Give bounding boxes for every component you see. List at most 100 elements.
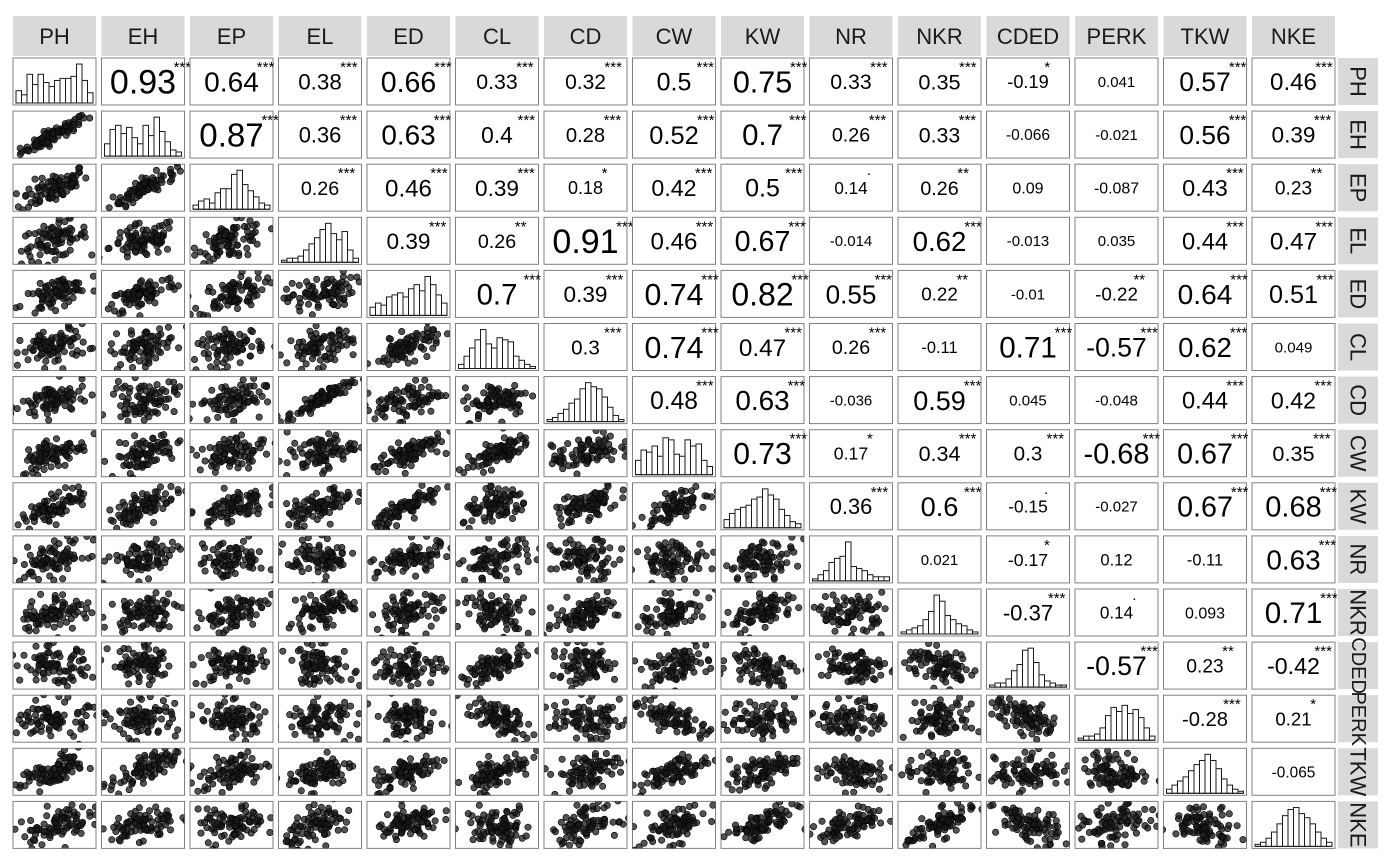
- scatter-point: [487, 387, 495, 395]
- scatter-point: [154, 342, 162, 350]
- scatter-point: [327, 390, 335, 398]
- row-label-nkr: NKR: [1346, 589, 1371, 635]
- scatter-point: [44, 246, 52, 254]
- correlation-value: 0.62: [1178, 332, 1232, 363]
- scatter-point: [163, 598, 171, 606]
- correlation-value: -0.57: [1086, 333, 1146, 363]
- histogram-bar: [723, 519, 730, 529]
- scatter-point: [226, 462, 234, 470]
- row-label-ed: ED: [1346, 279, 1371, 310]
- scatter-point: [320, 503, 328, 511]
- scatter-cell-cl-ed: [366, 323, 451, 371]
- scatter-point: [419, 450, 427, 458]
- scatter-point: [632, 566, 635, 574]
- scatter-point: [482, 603, 490, 611]
- scatter-point: [126, 234, 134, 242]
- histogram-bar: [469, 347, 476, 369]
- scatter-cell-nr-cl: [455, 535, 539, 584]
- scatter-point: [204, 252, 212, 260]
- scatter-point: [382, 467, 390, 475]
- scatter-point: [135, 578, 143, 583]
- scatter-point: [443, 330, 450, 338]
- scatter-point: [435, 599, 443, 607]
- scatter-point: [326, 548, 334, 556]
- scatter-point: [217, 242, 225, 250]
- scatter-point: [119, 309, 127, 317]
- scatter-point: [66, 246, 74, 254]
- significance-stars: ***: [340, 59, 358, 76]
- correlation-value: 0.67: [1177, 492, 1233, 524]
- histogram-bar: [59, 77, 66, 104]
- scatter-point: [562, 539, 570, 547]
- significance-stars: ***: [1319, 537, 1337, 554]
- scatter-cell-cw-eh: [101, 429, 185, 478]
- scatter-point: [768, 566, 776, 574]
- scatter-point: [291, 511, 299, 519]
- scatter-point: [417, 343, 425, 351]
- scatter-point: [31, 309, 39, 317]
- correlation-value: 0.26: [832, 125, 870, 147]
- scatter-point: [583, 601, 591, 609]
- correlation-value: -0.021: [1095, 127, 1138, 144]
- scatter-point: [72, 351, 80, 359]
- scatter-point: [80, 114, 88, 122]
- scatter-point: [414, 499, 422, 507]
- scatter-point: [431, 606, 439, 614]
- correlation-cell-ed-cd: 0.39***: [543, 269, 628, 318]
- scatter-point: [131, 376, 139, 382]
- scatter-point: [18, 260, 25, 265]
- scatter-point: [267, 566, 273, 574]
- scatter-points: [553, 482, 627, 530]
- correlation-cell-cl-nr: 0.26***: [809, 323, 893, 371]
- scatter-point: [316, 455, 324, 463]
- correlation-value: 0.52: [649, 122, 698, 150]
- row-label-tkw: TKW: [1346, 747, 1371, 796]
- correlation-cell-cd-nke: 0.42***: [1251, 376, 1336, 425]
- scatter-point: [278, 548, 283, 556]
- scatter-point: [240, 223, 248, 231]
- significance-stars: *: [1044, 59, 1050, 76]
- significance-stars: ***: [1226, 218, 1244, 235]
- scatter-point: [51, 608, 59, 616]
- histogram-bar: [391, 294, 398, 316]
- scatter-point: [342, 327, 350, 335]
- scatter-point: [432, 614, 440, 622]
- scatter-point: [756, 553, 764, 561]
- scatter-point: [512, 501, 520, 509]
- correlation-value: 0.17: [834, 444, 868, 464]
- scatter-point: [464, 452, 472, 460]
- scatter-cell-nr-ed: [366, 535, 451, 584]
- scatter-point: [586, 563, 594, 571]
- scatter-point: [360, 376, 362, 383]
- correlation-cell-cd-nr: -0.036: [809, 376, 893, 425]
- scatter-point: [51, 256, 59, 264]
- scatter-point: [105, 204, 113, 212]
- row-label-kw: KW: [1346, 489, 1371, 525]
- scatter-point: [61, 402, 69, 410]
- scatter-point: [559, 446, 567, 454]
- scatter-point: [250, 382, 258, 390]
- scatter-point: [43, 401, 51, 409]
- scatter-points: [632, 482, 716, 530]
- scatter-point: [328, 289, 336, 297]
- scatter-point: [323, 495, 331, 503]
- significance-stars: ***: [1231, 484, 1249, 501]
- histogram-bar: [701, 459, 708, 476]
- scatter-point: [228, 499, 236, 507]
- scatter-point: [354, 497, 362, 505]
- scatter-point: [145, 614, 153, 622]
- scatter-point: [190, 311, 194, 318]
- scatter-point: [46, 572, 54, 580]
- scatter-point: [68, 498, 76, 506]
- significance-stars: ***: [257, 59, 275, 76]
- scatter-point: [14, 203, 22, 211]
- scatter-point: [583, 460, 591, 468]
- scatter-point: [662, 554, 670, 562]
- scatter-point: [487, 482, 493, 485]
- scatter-point: [488, 489, 496, 497]
- scatter-point: [749, 581, 755, 583]
- column-label-nkr: NKR: [916, 24, 962, 49]
- scatter-points: [105, 164, 184, 212]
- correlation-cell-eh-ed: 0.63***: [366, 110, 451, 159]
- scatter-point: [268, 484, 273, 492]
